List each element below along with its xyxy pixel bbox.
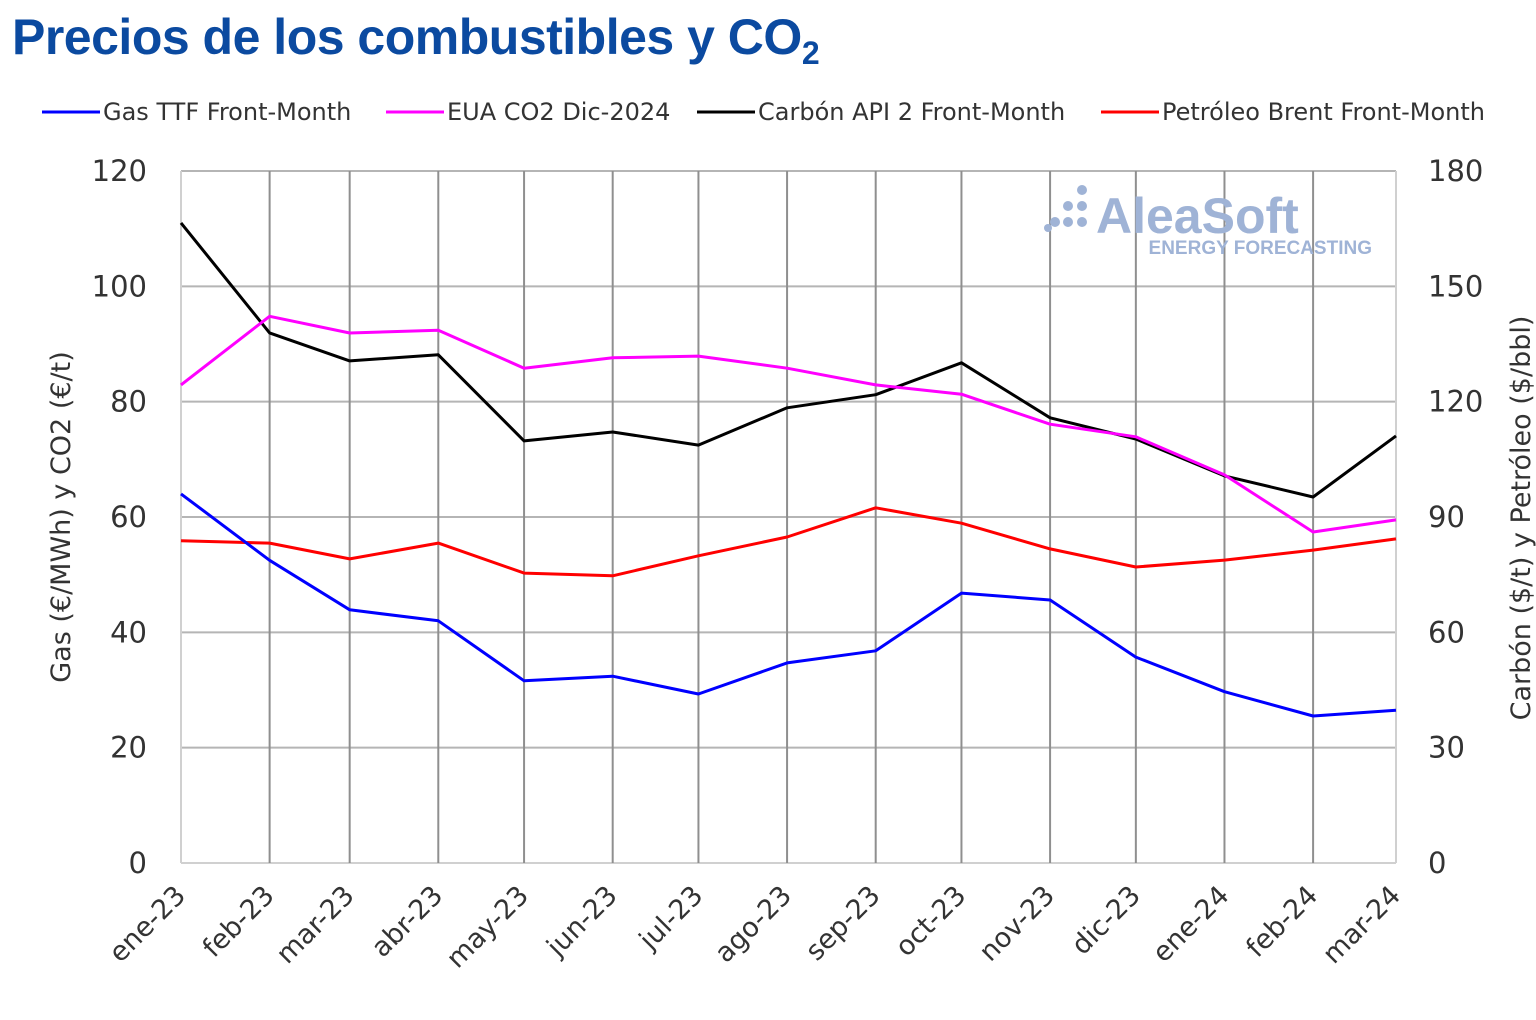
logo-dot	[1077, 217, 1087, 227]
left-tick-label: 0	[129, 846, 147, 880]
series-line-1	[180, 314, 1397, 534]
right-tick-label: 30	[1428, 731, 1465, 765]
right-axis-label: Carbón ($/t) y Petróleo ($/bbl)	[1506, 316, 1536, 721]
right-tick-label: 180	[1428, 154, 1483, 188]
x-tick-label: may-23	[441, 880, 535, 974]
x-tick-label: nov-23	[973, 880, 1061, 968]
x-tick-label: sep-23	[800, 880, 887, 967]
legend-item-2: Carbón API 2 Front-Month	[697, 98, 1065, 126]
right-tick-label: 90	[1428, 500, 1465, 534]
left-tick-label: 80	[110, 385, 147, 419]
right-tick-label: 60	[1428, 615, 1465, 649]
logo-dot	[1044, 224, 1052, 232]
x-tick-label: ago-23	[709, 880, 798, 969]
left-tick-label: 60	[110, 500, 147, 534]
legend-item-1: EUA CO2 Dic-2024	[386, 98, 670, 126]
legend-item-0: Gas TTF Front-Month	[42, 98, 351, 126]
logo-dot	[1050, 217, 1060, 227]
right-tick-label: 0	[1428, 846, 1446, 880]
x-tick-label: mar-23	[271, 880, 361, 970]
x-tick-label: feb-24	[1240, 880, 1324, 964]
chart-title: Precios de los combustibles y CO2	[12, 8, 820, 72]
series-line-2	[179, 221, 1397, 499]
x-tick-label: oct-23	[890, 880, 973, 963]
x-tick-label: feb-23	[197, 880, 281, 964]
left-tick-label: 40	[110, 615, 147, 649]
legend-label: Petróleo Brent Front-Month	[1162, 98, 1485, 126]
right-tick-label: 120	[1428, 385, 1483, 419]
right-tick-label: 150	[1428, 269, 1483, 303]
series-line-0	[180, 492, 1397, 718]
x-tick-label: dic-23	[1066, 880, 1147, 961]
x-tick-label: jul-23	[633, 880, 710, 957]
left-tick-label: 20	[110, 731, 147, 765]
logo-dot	[1077, 201, 1087, 211]
title-subscript: 2	[801, 35, 820, 71]
logo-name: AleaSoft	[1096, 188, 1299, 244]
legend-label: Gas TTF Front-Month	[103, 98, 351, 126]
x-tick-label: abr-23	[366, 880, 450, 964]
series-line-3	[180, 506, 1397, 578]
x-tick-label: ene-23	[103, 880, 192, 969]
title-text: Precios de los combustibles y CO	[12, 9, 802, 65]
logo-dot	[1063, 217, 1073, 227]
left-tick-label: 120	[92, 154, 147, 188]
logo-dot	[1063, 201, 1073, 211]
legend-item-3: Petróleo Brent Front-Month	[1101, 98, 1485, 126]
left-tick-label: 100	[92, 269, 147, 303]
legend-label: Carbón API 2 Front-Month	[758, 98, 1065, 126]
left-axis-label: Gas (€/MWh) y CO2 (€/t)	[46, 351, 77, 683]
x-tick-label: mar-24	[1317, 880, 1407, 970]
x-tick-label: ene-24	[1147, 880, 1236, 969]
logo-dot	[1077, 185, 1087, 195]
x-tick-label: jun-23	[540, 880, 623, 963]
logo-tagline: ENERGY FORECASTING	[1149, 238, 1372, 259]
legend-label: EUA CO2 Dic-2024	[447, 98, 670, 126]
